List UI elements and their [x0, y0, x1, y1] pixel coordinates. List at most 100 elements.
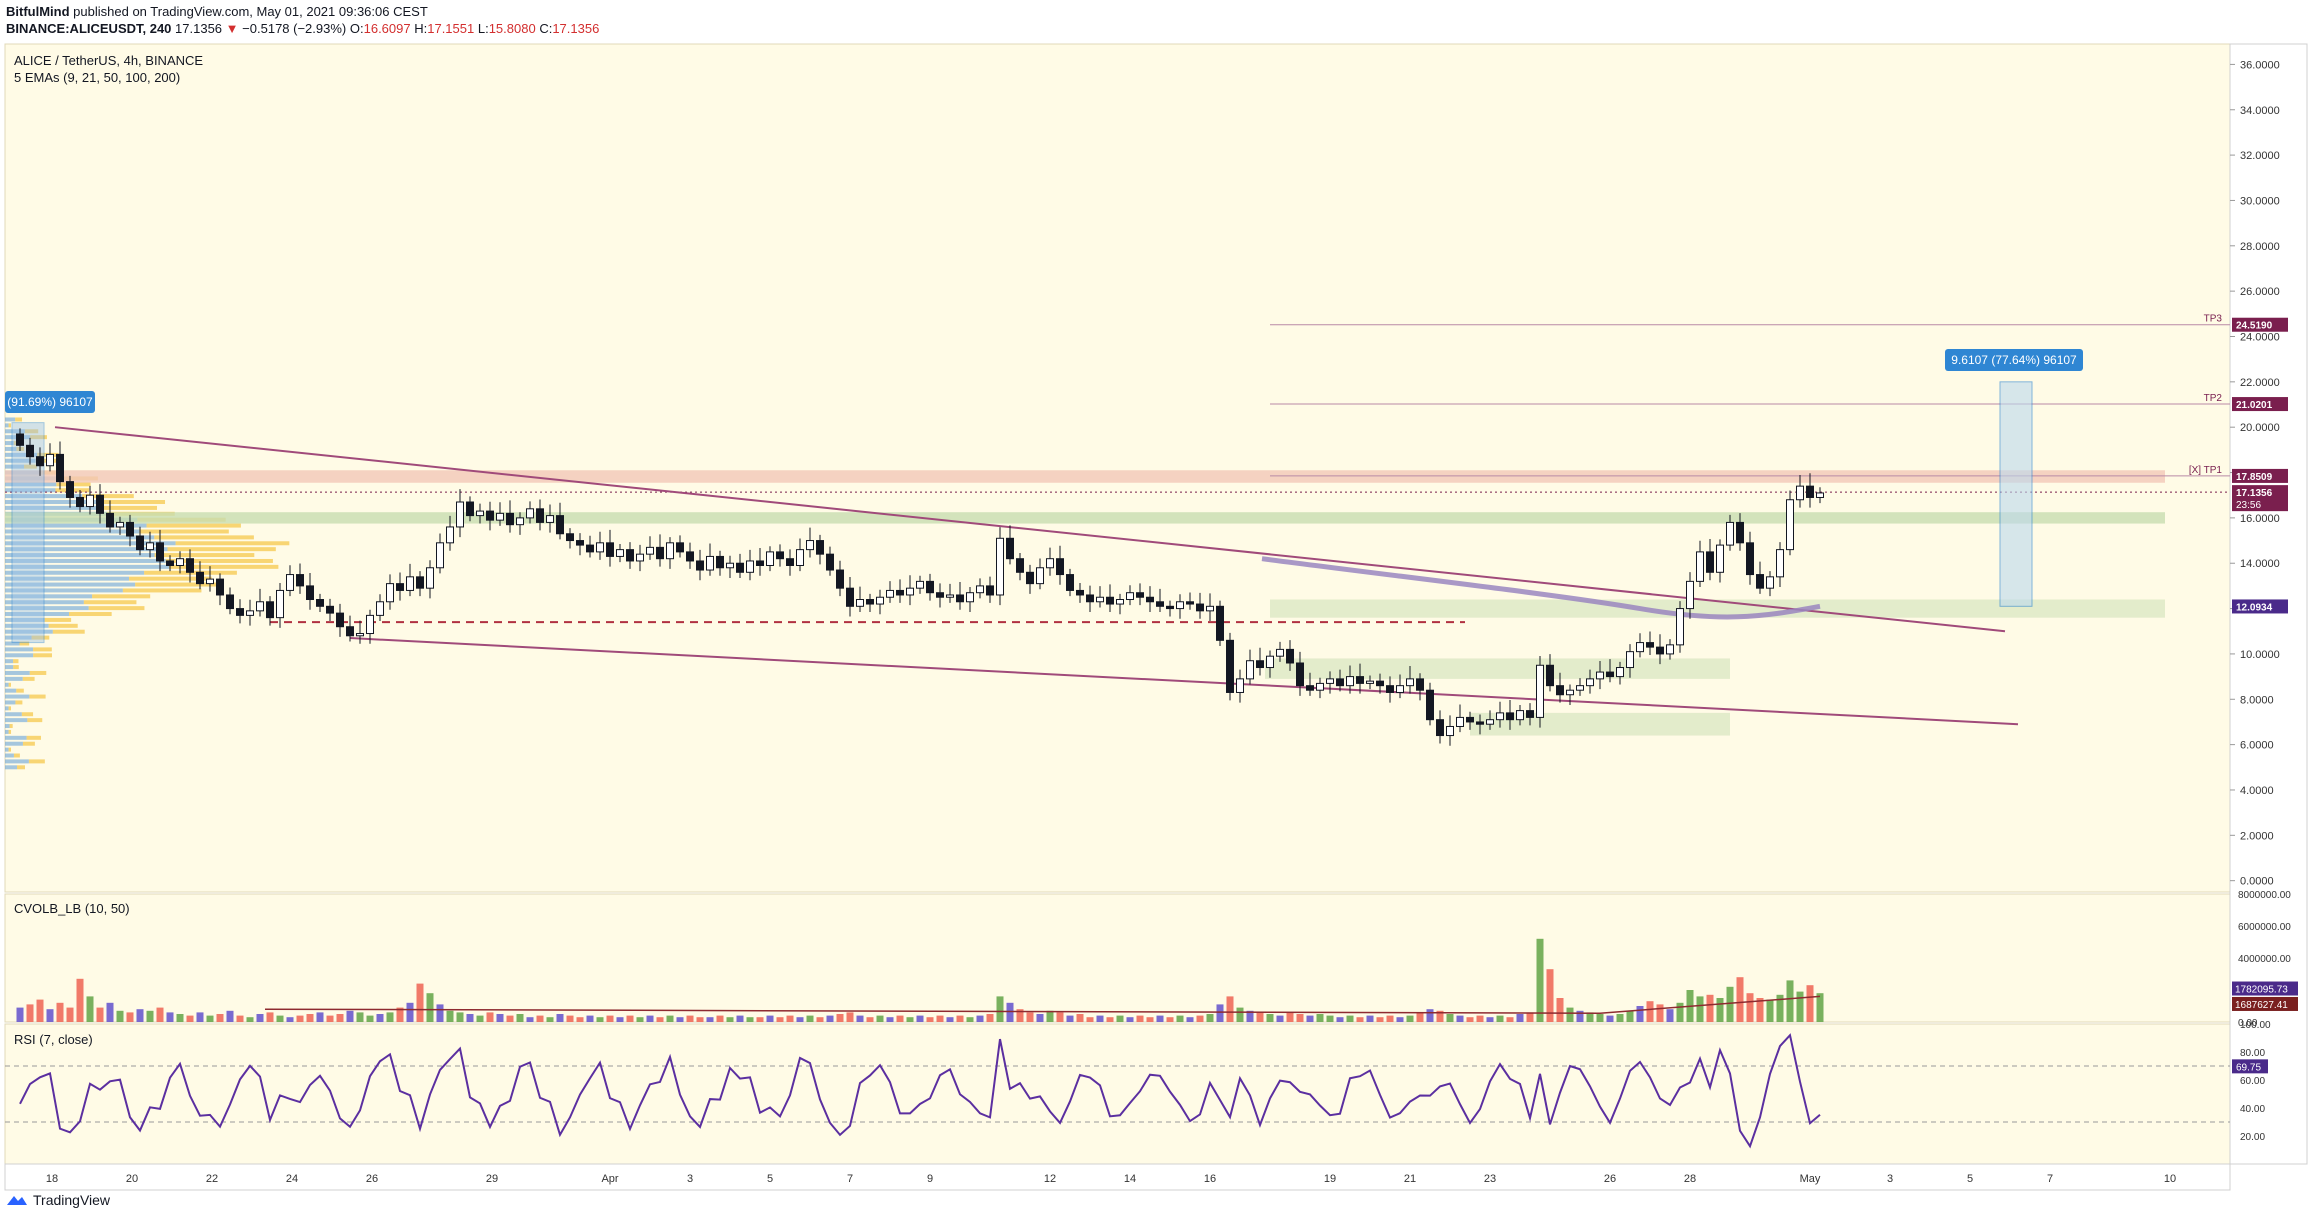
candle-body: [286, 574, 294, 591]
change-value: −0.5178 (−2.93%): [242, 21, 347, 36]
candle-body: [566, 533, 574, 542]
candle-body: [456, 501, 464, 528]
volume-bar: [1376, 1017, 1384, 1022]
price-tick-label: 28.0000: [2240, 241, 2280, 253]
volume-profile-bar-blue: [5, 441, 14, 446]
volume-profile-bar-blue: [5, 594, 93, 599]
volume-bar: [436, 1004, 444, 1022]
candle-body: [836, 569, 844, 589]
candle-body: [1746, 542, 1754, 576]
price-tick-label: 30.0000: [2240, 195, 2280, 207]
time-tick-label: 3: [687, 1173, 693, 1185]
candle-body: [966, 592, 974, 603]
candle-body: [1136, 592, 1144, 598]
candle-body: [536, 508, 544, 523]
rsi-pane-bg: [4, 1023, 2231, 1165]
rsi-pane-title[interactable]: RSI (7, close): [14, 1032, 93, 1047]
volume-bar: [596, 1017, 604, 1022]
candle-body: [746, 560, 754, 573]
candle-body: [1246, 660, 1254, 680]
volume-bar: [166, 1012, 174, 1022]
volume-profile-bar-yellow: [33, 647, 52, 652]
volume-bar: [1356, 1017, 1364, 1022]
author-name[interactable]: BitfulMind: [6, 4, 70, 19]
volume-bar: [956, 1015, 964, 1022]
volume-profile-bar-blue: [5, 576, 130, 581]
volume-bar: [606, 1015, 614, 1022]
candle-body: [76, 496, 84, 508]
volume-bar: [826, 1015, 834, 1022]
volume-bar: [1786, 980, 1794, 1022]
candle-body: [996, 537, 1004, 596]
candle-body: [926, 580, 934, 594]
candle-body: [1256, 660, 1264, 669]
time-tick-label: Apr: [601, 1173, 618, 1185]
time-tick-label: 14: [1124, 1173, 1136, 1185]
candle-body: [1336, 678, 1344, 687]
volume-bar: [226, 1010, 234, 1022]
volume-profile-bar-yellow: [33, 653, 53, 658]
candle-body: [1076, 589, 1084, 596]
volume-bar: [416, 983, 424, 1022]
main-pane-subtitle[interactable]: 5 EMAs (9, 21, 50, 100, 200): [14, 70, 181, 85]
volume-profile-bar-blue: [5, 500, 102, 505]
volume-profile-bar-blue: [5, 617, 45, 622]
candle-body: [786, 558, 794, 566]
volume-bar: [76, 978, 84, 1022]
price-tick-label: 6.0000: [2240, 740, 2274, 752]
volume-bar: [506, 1015, 514, 1022]
ema-price-label: 12.0934: [2236, 602, 2273, 613]
volume-bar: [496, 1014, 504, 1022]
candle-body: [246, 610, 254, 616]
close-label: C:: [539, 21, 553, 36]
candle-body: [1056, 558, 1064, 576]
price-tick-label: 0.0000: [2240, 876, 2274, 888]
volume-bar: [1546, 969, 1554, 1022]
candle-body: [466, 501, 474, 517]
volume-bar: [1366, 1015, 1374, 1022]
rsi-last-label: 69.75: [2236, 1062, 2261, 1073]
volume-profile-bar-yellow: [24, 429, 39, 434]
candle-body: [346, 626, 354, 637]
volume-bar: [26, 1004, 34, 1022]
candle-body: [1576, 685, 1584, 691]
footer-brand[interactable]: TradingView: [6, 1192, 110, 1208]
volume-pane-title[interactable]: CVOLB_LB (10, 50): [14, 901, 130, 916]
time-tick-label: 26: [366, 1173, 378, 1185]
volume-bar: [846, 1012, 854, 1022]
volume-profile-bar-blue: [5, 505, 97, 510]
time-tick-label: 5: [1967, 1173, 1973, 1185]
volume-bar: [1406, 1015, 1414, 1022]
candle-body: [336, 612, 344, 628]
price-tick-label: 36.0000: [2240, 59, 2280, 71]
candle-body: [1696, 551, 1704, 582]
volume-profile-bar-blue: [5, 488, 56, 493]
volume-tick-label: 0.00: [2238, 1018, 2258, 1029]
publish-line: BitfulMind published on TradingView.com,…: [6, 4, 428, 19]
candle-body: [886, 589, 894, 598]
take-profit-price-box: [2232, 317, 2288, 332]
volume-profile-bar-blue: [5, 706, 9, 711]
last-price: 17.1356: [175, 21, 223, 36]
candle-body: [96, 494, 104, 514]
candle-body: [696, 560, 704, 571]
time-tick-label: 29: [486, 1173, 498, 1185]
candle-body: [1196, 603, 1204, 612]
price-tick-label: 16.0000: [2240, 513, 2280, 525]
volume-bar: [1426, 1009, 1434, 1022]
volume-profile-bar-blue: [5, 712, 22, 717]
volume-bar: [146, 1010, 154, 1022]
volume-profile-bar-yellow: [8, 706, 11, 711]
volume-bar: [486, 1012, 494, 1022]
candle-body: [1146, 596, 1154, 603]
volume-bar: [1126, 1017, 1134, 1022]
candle-body: [1006, 537, 1014, 560]
volume-profile-bar-yellow: [24, 464, 37, 469]
volume-bar: [376, 1014, 384, 1022]
open-value: 16.6097: [363, 21, 411, 36]
volume-bar: [1066, 1015, 1074, 1022]
down-arrow-icon: ▼: [225, 21, 239, 36]
low-value: 15.8080: [488, 21, 536, 36]
main-pane-title[interactable]: ALICE / TetherUS, 4h, BINANCE: [14, 53, 204, 68]
